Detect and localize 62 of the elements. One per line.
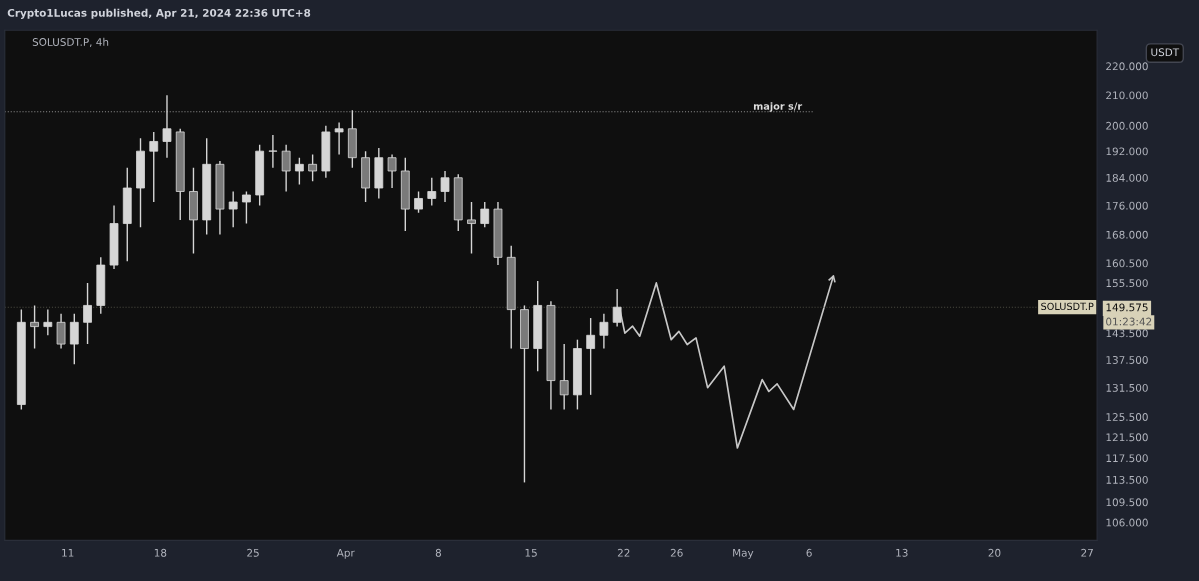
candlestick (228, 190, 238, 228)
candlestick (440, 170, 450, 203)
y-tick-label: 117.500 (1106, 454, 1148, 463)
y-tick-label: 149.575 (1106, 303, 1148, 312)
y-tick-label: 121.500 (1106, 433, 1148, 442)
y-tick-label: 143.500 (1106, 329, 1148, 338)
y-tick-label: 210.000 (1106, 91, 1148, 100)
candlestick (612, 288, 622, 328)
x-tick-label: 13 (896, 548, 908, 557)
x-tick-label: May (733, 548, 754, 559)
y-axis-title: USDT (1151, 48, 1180, 57)
candlestick (427, 177, 437, 207)
ref-line-label: SOLUSDT.P (1041, 302, 1094, 311)
x-tick-label: 11 (62, 548, 74, 557)
y-tick-label: 168.000 (1106, 230, 1148, 239)
candlestick (69, 313, 79, 366)
candlestick (162, 94, 172, 159)
y-tick-label: 155.500 (1106, 279, 1148, 288)
ref-line-label: major s/r (753, 102, 803, 112)
y-tick-label: 192.000 (1106, 147, 1148, 156)
candlestick (30, 304, 39, 350)
text: 01:23:42 (1106, 317, 1152, 326)
candlestick (83, 282, 92, 345)
y-tick-label: 106.000 (1106, 518, 1148, 527)
y-tick-label: 109.500 (1106, 498, 1148, 507)
y-tick-label: 125.500 (1106, 413, 1148, 421)
x-tick-label: 22 (617, 548, 630, 557)
candlestick (387, 153, 397, 189)
x-tick-label: 8 (435, 548, 441, 557)
chart-title: Crypto1Lucas published, Apr 21, 2024 22:36 UTC+8 (7, 8, 311, 19)
candlestick (268, 134, 278, 169)
x-tick-label: 25 (247, 548, 259, 557)
y-tick-label: 160.500 (1106, 259, 1148, 268)
y-tick-label: 137.500 (1106, 356, 1148, 364)
y-tick-label: 200.000 (1106, 121, 1148, 130)
candlestick (414, 190, 423, 214)
x-tick-label: Apr (336, 548, 355, 559)
x-tick-label: 18 (154, 548, 167, 557)
y-tick-label: 113.500 (1106, 475, 1148, 484)
candlestick (334, 121, 344, 156)
candlestick (281, 143, 291, 193)
x-tick-label: 27 (1081, 548, 1093, 557)
candlestick (149, 131, 159, 203)
candlestick (559, 343, 569, 411)
y-tick-label: 131.500 (1106, 383, 1148, 392)
x-tick-label: 6 (806, 548, 812, 557)
x-tick-label: 26 (670, 548, 683, 557)
y-tick-label: 220.000 (1106, 62, 1148, 71)
candlestick (308, 153, 318, 182)
candlestick (467, 201, 476, 255)
candlestick (242, 190, 251, 225)
candlestick (480, 201, 490, 228)
candlestick (56, 313, 66, 350)
text: SOLUSDT.P, 4h (32, 37, 109, 47)
candlestick (294, 157, 304, 186)
x-tick-label: 15 (525, 548, 537, 557)
candlestick (599, 313, 609, 350)
y-tick-label: 176.000 (1106, 201, 1148, 210)
candlestick (586, 317, 596, 396)
candlestick (43, 308, 53, 336)
y-tick-label: 184.000 (1106, 173, 1148, 182)
x-tick-label: 20 (988, 548, 1001, 557)
